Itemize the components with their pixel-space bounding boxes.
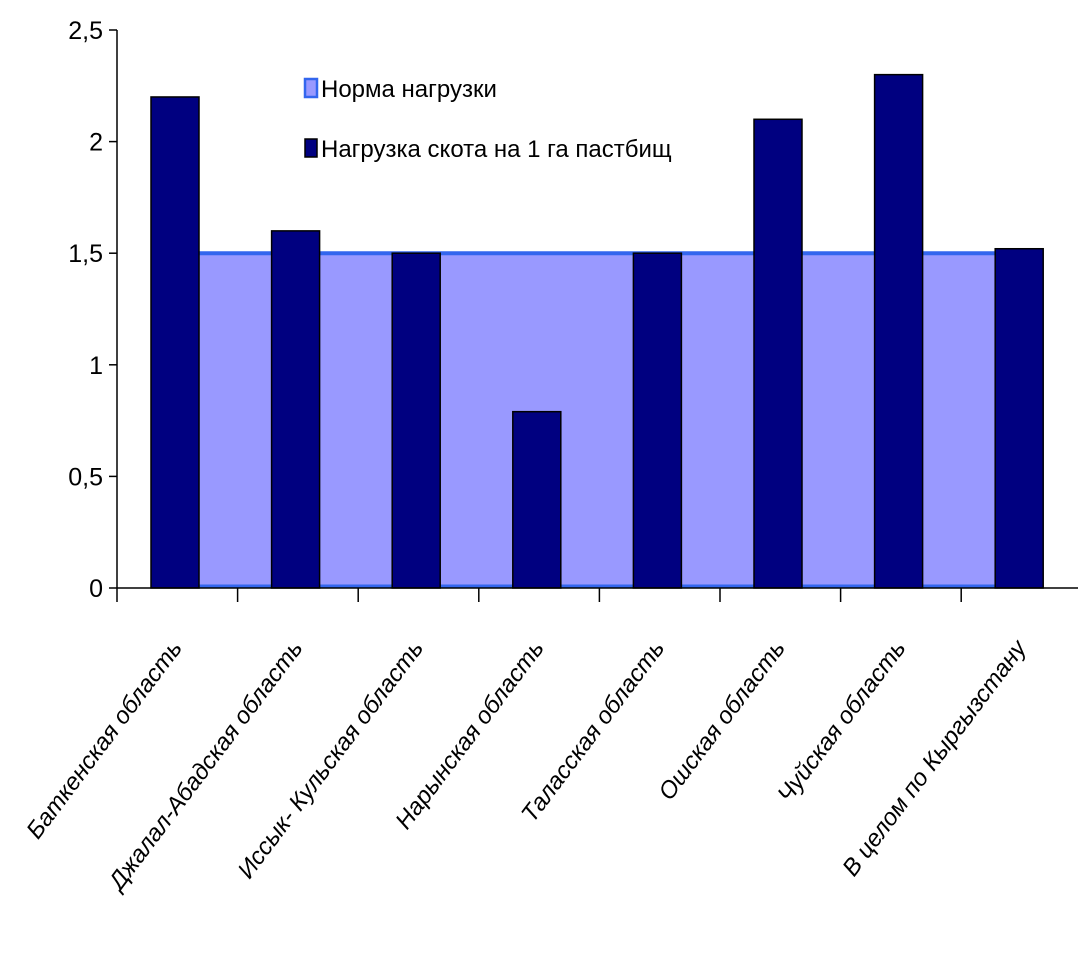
- y-tick-label: 0: [89, 575, 103, 603]
- y-tick-labels: 0 0,5 1 1,5 2 2,5: [68, 17, 103, 603]
- legend-swatch-load: [304, 138, 318, 158]
- y-tick-label: 2,5: [68, 17, 103, 45]
- y-tick-label: 1: [89, 352, 103, 380]
- legend-label-load: Нагрузка скота на 1 га пастбищ: [321, 136, 672, 163]
- bar-5: [632, 252, 683, 589]
- x-tick-label: Чуйская область: [772, 635, 911, 807]
- y-tick-label: 2: [89, 129, 103, 157]
- bar-7: [873, 73, 924, 589]
- bar-4: [512, 410, 562, 589]
- bar-6: [753, 118, 803, 589]
- y-tick-label: 1,5: [68, 240, 103, 268]
- legend: Норма нагрузки Нагрузка скота на 1 га па…: [303, 76, 672, 163]
- bars-layer: [150, 73, 1044, 589]
- y-tick-label: 0,5: [68, 463, 103, 491]
- legend-label-norm: Норма нагрузки: [321, 76, 497, 103]
- axes-layer: [109, 29, 1078, 602]
- bar-2: [270, 230, 321, 589]
- legend-swatch-norm: [303, 77, 319, 99]
- bar-3: [391, 252, 441, 589]
- bar-1: [150, 96, 200, 589]
- bar-8: [994, 247, 1044, 589]
- x-tick-label: Ошская область: [653, 635, 790, 805]
- x-tick-label: Джалал-Абадская область: [102, 635, 309, 897]
